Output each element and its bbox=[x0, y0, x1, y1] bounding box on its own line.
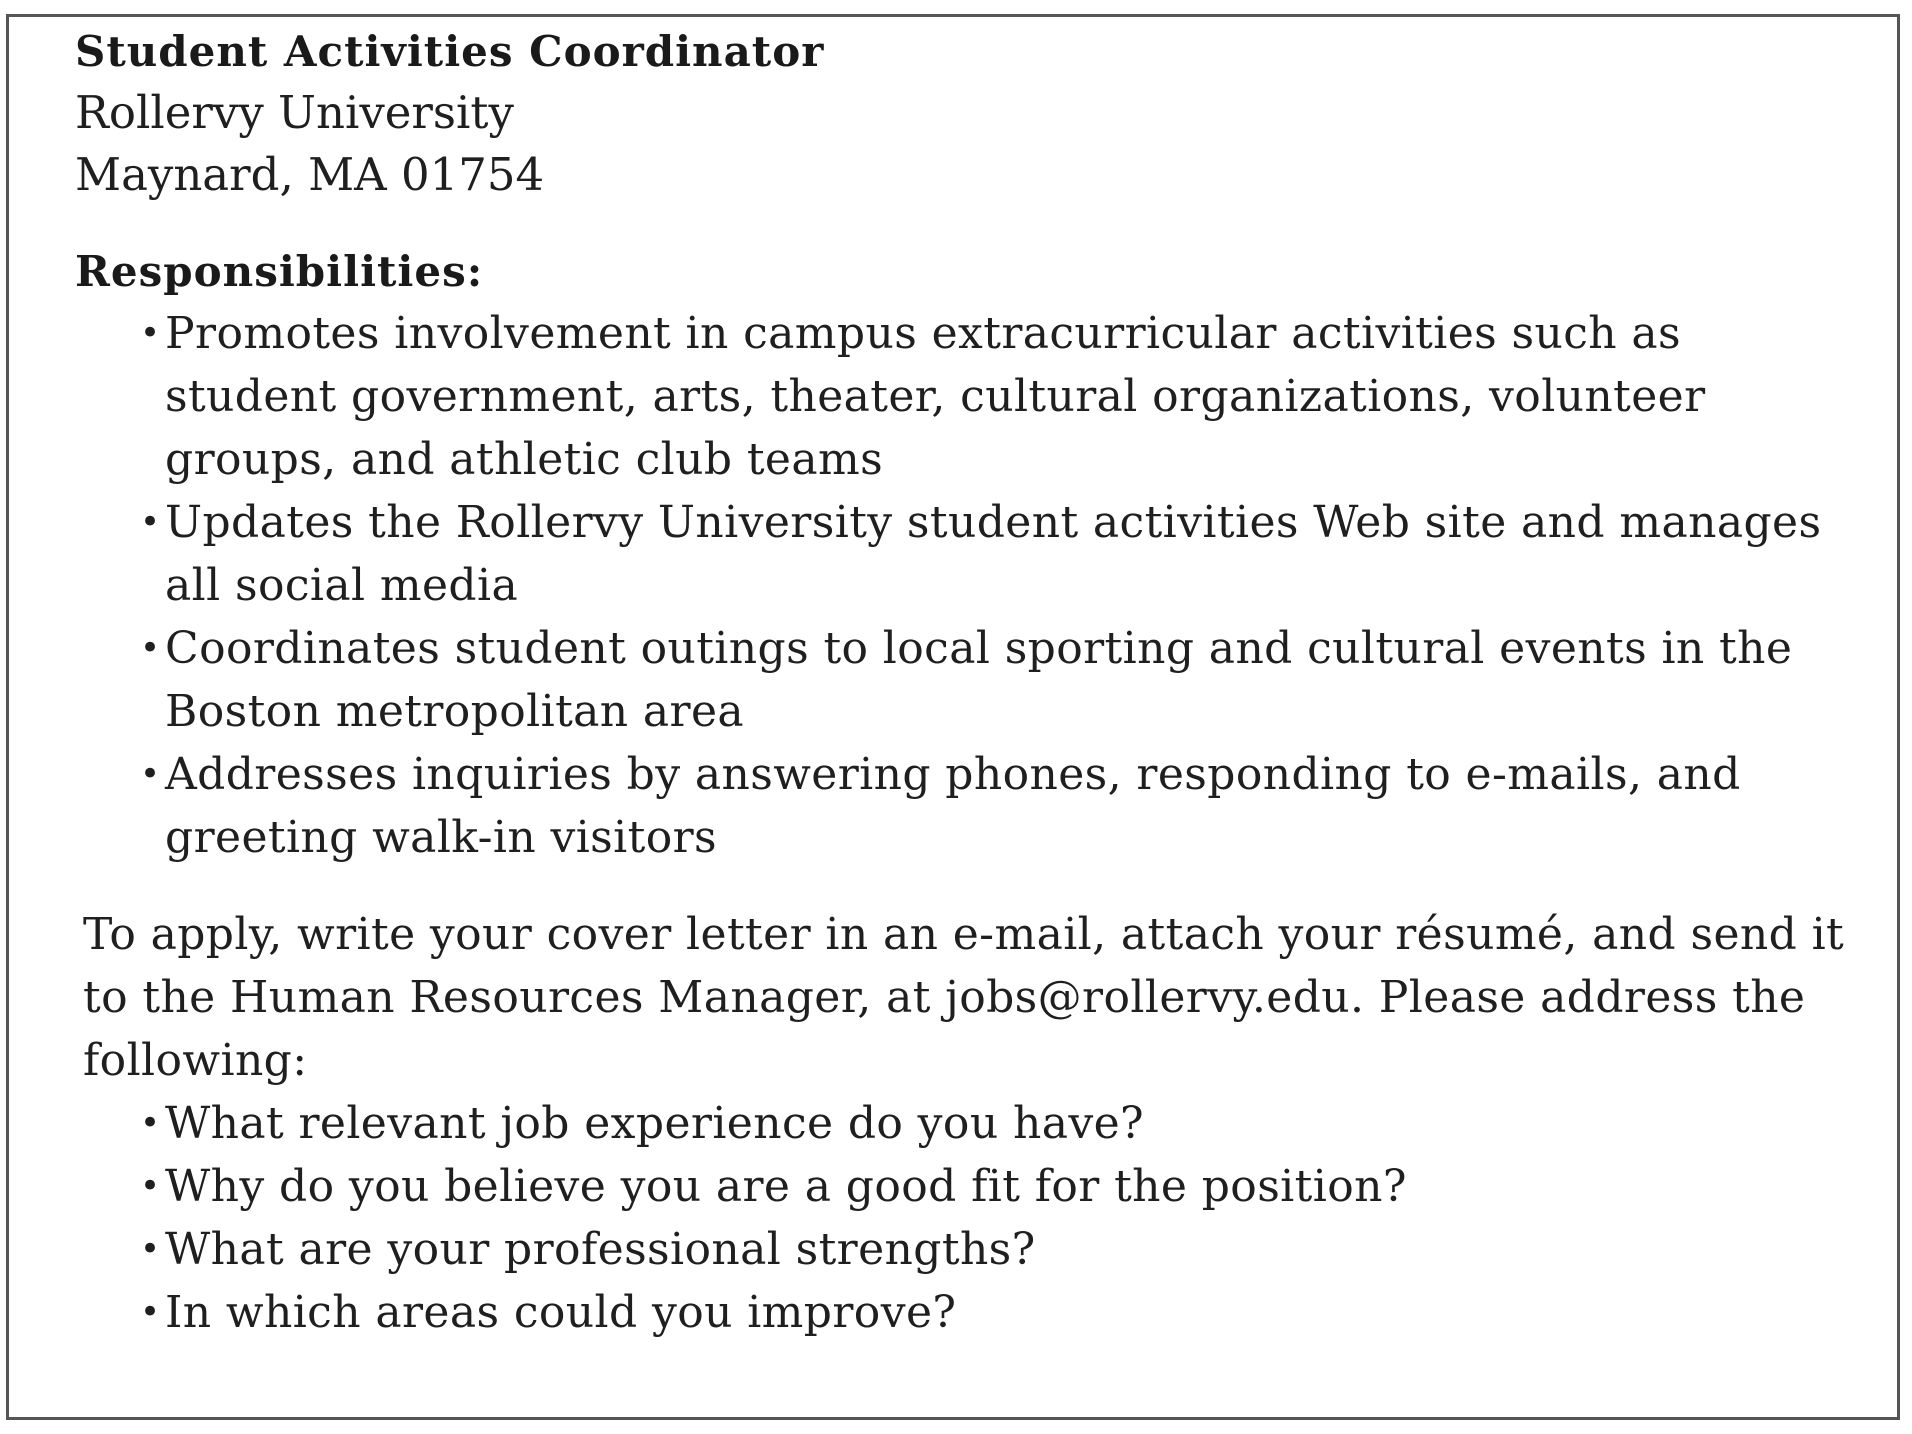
responsibilities-heading: Responsibilities: bbox=[75, 247, 484, 296]
employer-name: Rollervy University bbox=[75, 86, 514, 139]
responsibilities-list: • Promotes involvement in campus extracur… bbox=[75, 302, 1865, 869]
responsibility-text: Addresses inquiries by answering phones,… bbox=[165, 749, 1741, 863]
list-item: • What are your professional strengths? bbox=[140, 1218, 1865, 1281]
bullet-icon: • bbox=[140, 1229, 161, 1269]
employer-location: Maynard, MA 01754 bbox=[75, 148, 545, 201]
question-text: What relevant job experience do you have… bbox=[165, 1098, 1145, 1149]
question-text: What are your professional strengths? bbox=[165, 1224, 1036, 1275]
bullet-icon: • bbox=[140, 1292, 161, 1332]
responsibility-text: Coordinates student outings to local spo… bbox=[165, 623, 1793, 737]
list-item: • Promotes involvement in campus extracur… bbox=[140, 302, 1865, 491]
question-text: In which areas could you improve? bbox=[165, 1287, 957, 1338]
list-item: • Coordinates student outings to local sp… bbox=[140, 617, 1865, 743]
application-questions-list: • What relevant job experience do you hav… bbox=[75, 1092, 1865, 1344]
bullet-icon: • bbox=[140, 628, 161, 668]
bullet-icon: • bbox=[140, 1103, 161, 1143]
list-item: • Updates the Rollervy University student… bbox=[140, 491, 1865, 617]
responsibility-text: Promotes involvement in campus extracurr… bbox=[165, 308, 1706, 485]
question-text: Why do you believe you are a good fit fo… bbox=[165, 1161, 1407, 1212]
application-instructions: To apply, write your cover letter in an … bbox=[83, 909, 1845, 1086]
list-item: • Why do you believe you are a good fit f… bbox=[140, 1155, 1865, 1218]
list-item: • Addresses inquiries by answering phones… bbox=[140, 743, 1865, 869]
posting-frame bbox=[6, 14, 1900, 1420]
job-title: Student Activities Coordinator bbox=[75, 27, 825, 76]
bullet-icon: • bbox=[140, 754, 161, 794]
bullet-icon: • bbox=[140, 502, 161, 542]
list-item: • In which areas could you improve? bbox=[140, 1281, 1865, 1344]
list-item: • What relevant job experience do you hav… bbox=[140, 1092, 1865, 1155]
job-posting: Student Activities Coordinator Rollervy … bbox=[75, 22, 1865, 1344]
bullet-icon: • bbox=[140, 313, 161, 353]
responsibility-text: Updates the Rollervy University student … bbox=[165, 497, 1822, 611]
bullet-icon: • bbox=[140, 1166, 161, 1206]
